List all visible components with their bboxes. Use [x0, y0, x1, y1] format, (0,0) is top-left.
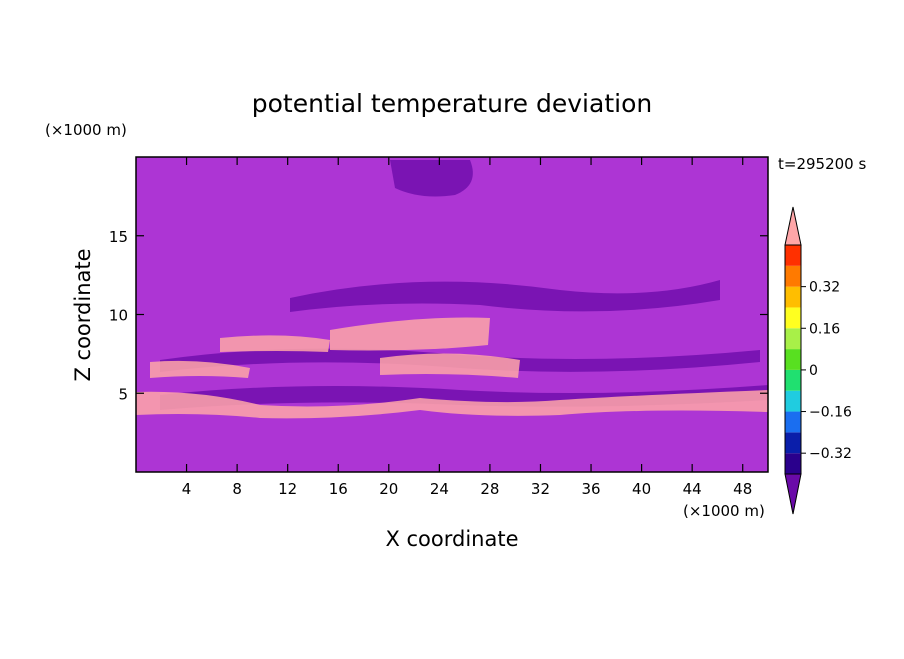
- x-axis-label: X coordinate: [385, 527, 518, 551]
- colorbar-label: 0.32: [809, 280, 840, 296]
- colorbar-label: 0: [809, 363, 818, 379]
- colorbar-extend-top: [784, 206, 802, 246]
- y-tick-label: 10: [109, 307, 128, 325]
- x-tick-label: 8: [232, 480, 242, 498]
- x-tick-label: 16: [329, 480, 348, 498]
- x-tick-label: 44: [683, 480, 702, 498]
- x-tick-label: 4: [182, 480, 192, 498]
- colorbar-extend-bottom: [784, 473, 802, 515]
- x-unit-label: (×1000 m): [683, 502, 765, 520]
- x-tick-label: 28: [480, 480, 499, 498]
- warm-bands: [136, 317, 768, 419]
- y-ticks: 5 10 15: [109, 228, 768, 403]
- y-tick-label: 15: [109, 228, 128, 246]
- colorbar-label: −0.32: [809, 446, 852, 462]
- y-axis-label: Z coordinate: [71, 248, 95, 381]
- colorbar-box: [785, 286, 801, 308]
- colorbar-box: [785, 411, 801, 433]
- colorbar-label: −0.16: [809, 405, 852, 421]
- time-label: t=295200 s: [778, 155, 866, 173]
- x-tick-label: 40: [632, 480, 651, 498]
- colorbar: 0.32 0.16 0 −0.16 −0.32: [784, 206, 852, 515]
- colorbar-box: [785, 307, 801, 329]
- colorbar-label: 0.16: [809, 321, 840, 337]
- x-tick-label: 36: [581, 480, 600, 498]
- x-tick-label: 24: [430, 480, 449, 498]
- plot-area: [136, 157, 768, 472]
- colorbar-box: [785, 432, 801, 454]
- colorbar-box: [785, 369, 801, 391]
- colorbar-box: [785, 390, 801, 412]
- y-tick-label: 5: [118, 385, 128, 403]
- x-ticks: 4 8 12 16 20 24 28 32 36 40 44 48: [182, 157, 752, 498]
- colorbar-box: [785, 328, 801, 350]
- colorbar-box: [785, 453, 801, 474]
- chart-title: potential temperature deviation: [252, 89, 652, 118]
- x-tick-label: 32: [531, 480, 550, 498]
- x-tick-label: 48: [733, 480, 752, 498]
- colorbar-box: [785, 245, 801, 266]
- heatmap-field: [136, 157, 768, 472]
- colorbar-box: [785, 265, 801, 287]
- x-tick-label: 20: [379, 480, 398, 498]
- y-unit-label: (×1000 m): [45, 121, 127, 139]
- colorbar-box: [785, 349, 801, 370]
- x-tick-label: 12: [278, 480, 297, 498]
